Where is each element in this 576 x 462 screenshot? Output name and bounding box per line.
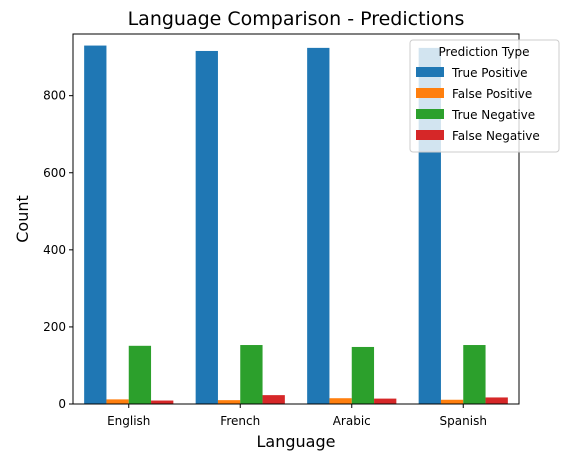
y-tick-label: 200 xyxy=(43,320,66,334)
legend-frame xyxy=(409,39,560,153)
x-axis: English French Arabic Spanish xyxy=(107,404,487,428)
legend-label-false-negative: False Negative xyxy=(452,129,540,143)
bar-true-negative-english xyxy=(128,345,152,404)
chart-title: Language Comparison - Predictions xyxy=(128,8,465,30)
bar-false-positive-spanish xyxy=(440,399,464,404)
bar-false-negative-french xyxy=(262,395,285,404)
x-tick-label: Arabic xyxy=(333,414,371,428)
legend-swatch-false-negative xyxy=(416,130,444,140)
bar-false-positive-arabic xyxy=(329,398,352,404)
legend-label-false-positive: False Positive xyxy=(452,87,532,101)
bar-false-positive-french xyxy=(217,400,241,404)
legend-label-true-negative: True Negative xyxy=(451,108,535,122)
legend: Prediction Type True Positive False Posit… xyxy=(409,39,560,153)
x-tick-label: French xyxy=(220,414,260,428)
x-axis-label: Language xyxy=(257,432,336,451)
legend-swatch-true-positive xyxy=(416,67,444,77)
y-axis-label: Count xyxy=(13,195,32,243)
legend-title: Prediction Type xyxy=(439,45,530,59)
bar-false-positive-english xyxy=(106,399,129,404)
bar-true-positive-french xyxy=(195,50,218,404)
bar-true-negative-french xyxy=(240,345,263,404)
bar-true-negative-arabic xyxy=(351,346,375,404)
y-axis: 0 200 400 600 800 xyxy=(43,89,73,411)
legend-swatch-false-positive xyxy=(416,88,444,98)
y-tick-label: 400 xyxy=(43,243,66,257)
bar-true-positive-english xyxy=(84,45,107,404)
legend-label-true-positive: True Positive xyxy=(451,66,528,80)
bar-true-positive-arabic xyxy=(307,47,330,404)
plot-frame xyxy=(72,33,520,405)
x-tick-label: Spanish xyxy=(440,414,487,428)
legend-swatch-true-negative xyxy=(416,109,444,119)
bar-false-negative-spanish xyxy=(485,397,508,404)
y-tick-label: 600 xyxy=(43,166,66,180)
bar-true-negative-spanish xyxy=(463,345,486,404)
y-tick-label: 0 xyxy=(58,397,66,411)
y-tick-label: 800 xyxy=(43,89,66,103)
bar-false-negative-english xyxy=(151,400,174,404)
x-tick-label: English xyxy=(107,414,150,428)
bar-false-negative-arabic xyxy=(374,398,397,404)
